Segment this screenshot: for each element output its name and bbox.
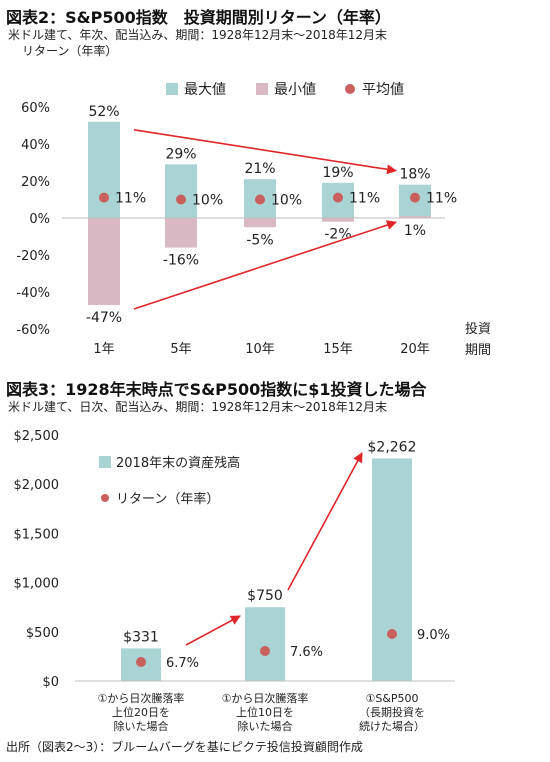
legend-label-max: 最大値: [184, 82, 226, 98]
y-tick-label: 40%: [21, 138, 50, 153]
x-tick-label: 続けた場合）: [359, 719, 425, 733]
legend-marker-return: [101, 494, 109, 502]
data-label-avg: 11%: [115, 191, 146, 207]
y-tick-label: $1,000: [14, 577, 60, 592]
chart2-subtitle: 米ドル建て、日次、配当込み、期間：1928年12月末～2018年12月末: [8, 400, 388, 414]
y-tick-label: 60%: [21, 101, 50, 116]
data-label-min: -2%: [324, 227, 351, 243]
y-tick-label: -40%: [16, 286, 50, 301]
growth-arrow-1: [185, 615, 241, 646]
y-tick-label: 0%: [29, 212, 50, 227]
x-tick-label: 5年: [170, 342, 191, 357]
data-label-balance: $750: [247, 588, 283, 604]
y-tick-label: $2,500: [14, 429, 60, 444]
data-label-min: -16%: [163, 253, 199, 269]
y-tick-label: -20%: [16, 249, 50, 264]
legend-swatch-max: [166, 83, 178, 95]
chart1-title: 図表2：S&P500指数 投資期間別リターン（年率）: [6, 8, 391, 27]
x-tick-label: 1年: [93, 342, 114, 357]
data-label-return: 7.6%: [290, 645, 323, 660]
x-axis-label: 期間: [465, 343, 491, 358]
data-label-return: 6.7%: [166, 656, 199, 671]
x-tick-label: 除いた場合: [114, 719, 169, 733]
point-return: [387, 629, 397, 639]
y-tick-label: -60%: [16, 323, 50, 338]
data-label-min: -5%: [246, 232, 273, 248]
point-return: [260, 646, 270, 656]
data-label-return: 9.0%: [417, 628, 450, 643]
x-tick-label: 除いた場合: [238, 719, 293, 733]
x-tick-label: 10年: [245, 342, 275, 357]
bar-balance: [372, 458, 412, 681]
data-label-max: 21%: [244, 161, 275, 177]
data-label-max: 19%: [322, 165, 353, 181]
y-tick-label: 20%: [21, 175, 50, 190]
chart2-title: 図表3：1928年末時点でS&P500指数に$1投資した場合: [6, 380, 427, 399]
y-tick-label: $2,000: [14, 478, 60, 493]
data-label-balance: $2,262: [368, 439, 417, 455]
x-tick-label: ①から日次騰落率: [98, 691, 185, 705]
y-tick-label: $0: [42, 675, 59, 690]
one-dollar-growth-chart: $2,500 $2,000 $1,500 $1,000 $500 $0 2018年末の資産残…: [14, 429, 455, 733]
bar-min: [165, 218, 197, 248]
point-avg: [99, 192, 109, 203]
trend-arrow-max: [133, 129, 397, 175]
returns-by-horizon-chart: 60% 40% 20% 0% -20% -40% -60% 最大値 最小値 平均値 11% 52% -4…: [16, 82, 491, 358]
legend-swatch-min: [256, 83, 268, 95]
point-return: [136, 657, 146, 667]
legend-label-avg: 平均値: [362, 82, 404, 98]
chart1-subtitle: 米ドル建て、年次、配当込み、期間：1928年12月末～2018年12月末: [8, 28, 388, 42]
x-tick-label: ①S&P500: [365, 692, 418, 705]
data-label-max: 29%: [165, 146, 196, 162]
bar-min: [399, 216, 431, 218]
point-avg: [176, 194, 186, 205]
data-label-min: -47%: [86, 310, 122, 326]
bar-min: [322, 218, 354, 222]
data-label-min: 1%: [404, 223, 426, 239]
bar-max: [165, 164, 197, 218]
x-tick-label: ①から日次騰落率: [222, 691, 309, 705]
bar-min: [88, 218, 120, 305]
x-tick-label: 15年: [323, 342, 353, 357]
bar-min: [244, 218, 276, 228]
legend-marker-avg: [345, 84, 355, 94]
data-label-balance: $331: [123, 629, 159, 645]
point-avg: [255, 194, 265, 205]
growth-arrow-2: [287, 452, 363, 591]
x-tick-label: 上位20日を: [112, 705, 170, 719]
data-label-max: 52%: [88, 104, 119, 120]
data-label-avg: 11%: [426, 191, 457, 207]
point-avg: [333, 192, 343, 203]
point-avg: [410, 192, 420, 203]
x-tick-label: 上位10日を: [236, 705, 294, 719]
y-tick-label: $1,500: [14, 527, 60, 542]
legend-label-balance: 2018年末の資産残高: [116, 455, 240, 471]
source-note: 出所（図表2～3）：ブルームバーグを基にピクテ投信投資顧問作成: [6, 740, 363, 754]
chart1-subtitle-2: リターン（年率）: [22, 44, 118, 58]
legend-label-return: リターン（年率）: [116, 491, 219, 507]
x-tick-label: 20年: [400, 342, 430, 357]
y-tick-label: $500: [26, 626, 59, 641]
trend-arrow-min: [133, 220, 397, 310]
x-axis-label: 投資: [465, 321, 491, 337]
bar-balance: [245, 607, 285, 681]
legend-swatch-balance: [99, 456, 111, 468]
data-label-avg: 10%: [192, 193, 223, 209]
data-label-avg: 11%: [349, 191, 380, 207]
x-tick-label: （長期投資を: [359, 705, 425, 719]
data-label-max: 18%: [399, 167, 430, 183]
legend-label-min: 最小値: [274, 82, 316, 98]
data-label-avg: 10%: [271, 193, 302, 209]
